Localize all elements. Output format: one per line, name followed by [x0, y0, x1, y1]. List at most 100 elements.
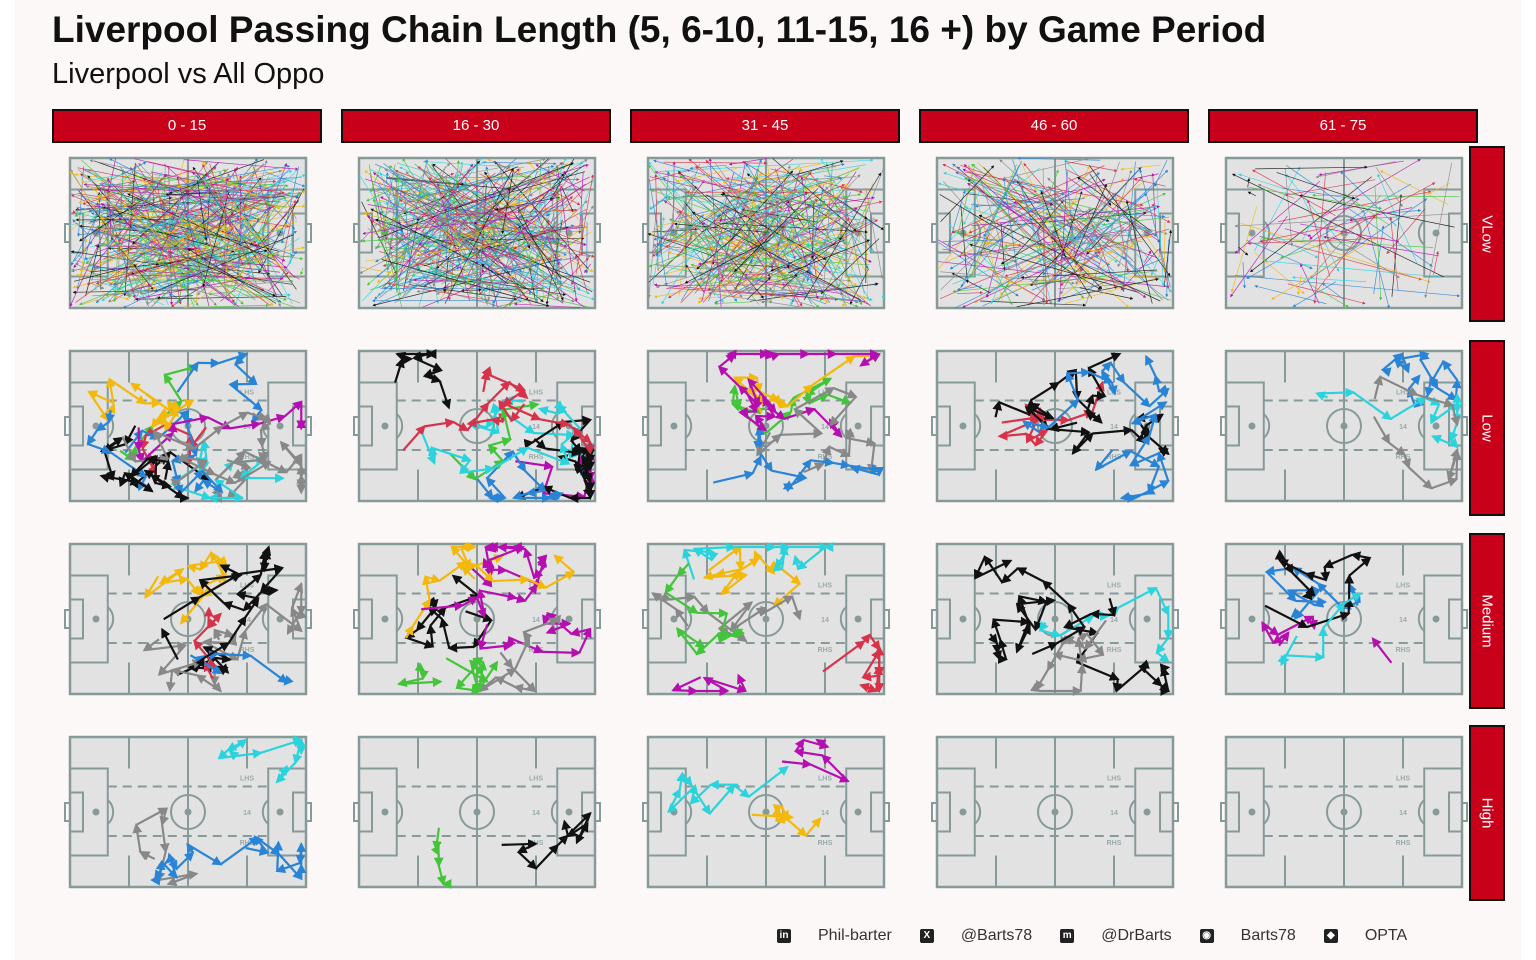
pass-arrow — [371, 299, 521, 303]
pass-arrow — [166, 230, 183, 235]
pass-arrow — [673, 214, 705, 241]
pass-arrow — [404, 191, 412, 268]
pass-arrow — [820, 200, 870, 302]
pass-arrow — [523, 438, 535, 449]
pass-arrow — [479, 236, 483, 301]
pass-arrow — [763, 210, 872, 263]
pass-arrow — [195, 303, 269, 308]
pass-arrow — [431, 167, 563, 270]
pass-arrow — [283, 675, 294, 686]
pitch-facet-0-0 — [64, 156, 312, 310]
pass-arrow — [103, 202, 269, 260]
pass-arrow — [288, 228, 293, 265]
chart-subtitle: Liverpool vs All Oppo — [52, 58, 325, 90]
pass-arrow — [523, 266, 577, 293]
pitch-markings — [642, 735, 890, 889]
pass-arrow — [219, 171, 293, 305]
pass-arrow — [95, 232, 179, 303]
pass-arrow — [550, 177, 570, 202]
pass-arrow — [140, 182, 247, 190]
pass-arrow — [697, 608, 729, 619]
facet-row-label: Medium — [1478, 594, 1496, 648]
facet-column-strip: 46 - 60 — [919, 109, 1189, 143]
pass-arrow — [119, 246, 140, 269]
pass-arrow — [772, 805, 783, 821]
pass-arrow — [499, 217, 551, 284]
facet-column-strip: 31 - 45 — [630, 109, 900, 143]
pass-arrow — [387, 178, 516, 191]
pass-arrow — [575, 253, 588, 292]
pass-arrow — [479, 196, 555, 258]
pass-arrow — [402, 216, 441, 298]
pass-arrow — [420, 208, 559, 247]
pass-arrow — [300, 267, 304, 276]
pass-arrow — [775, 168, 819, 300]
pass-arrow — [359, 266, 392, 274]
pass-arrow — [91, 281, 274, 297]
pass-arrow — [196, 175, 247, 242]
pass-arrow — [123, 203, 160, 238]
pitch-zone-label: 14 — [532, 810, 540, 817]
pass-arrow — [419, 165, 555, 198]
pass-arrow — [200, 224, 269, 240]
pass-arrow — [182, 410, 193, 428]
pass-arrow — [529, 173, 565, 214]
pass-arrow — [420, 174, 499, 199]
pitch-facet-2-4: LHS 14 RHS — [1220, 542, 1468, 696]
pass-arrow — [652, 216, 665, 286]
pass-arrow — [227, 223, 292, 253]
pass-arrow — [406, 158, 552, 272]
pass-chain-group — [359, 157, 595, 309]
pass-arrow — [579, 177, 595, 216]
pass-arrow — [405, 166, 446, 282]
facet-row-label: VLow — [1478, 215, 1496, 253]
pitch-markings — [1220, 735, 1468, 889]
pass-arrow — [665, 244, 681, 249]
footer-credit-label: @DrBarts — [1101, 927, 1172, 944]
pass-arrow — [1029, 682, 1041, 693]
pass-arrow — [234, 281, 255, 299]
pass-arrow — [138, 236, 169, 306]
pass-arrow — [114, 242, 267, 286]
pass-arrow — [79, 199, 143, 242]
pass-arrow — [118, 178, 226, 209]
pass-arrow — [1320, 566, 1331, 582]
pass-arrow — [445, 217, 533, 240]
pass-arrow — [403, 239, 457, 299]
pitch-facet-2-3: LHS 14 RHS — [931, 542, 1179, 696]
pitch-zone-label: 14 — [1399, 810, 1407, 817]
pass-arrow — [399, 161, 487, 207]
pass-arrow — [447, 642, 475, 653]
pass-arrow — [174, 230, 297, 304]
facet-row-strip: Medium — [1469, 533, 1505, 709]
pass-arrow — [653, 239, 673, 248]
pass-arrow — [86, 205, 224, 219]
pass-arrow — [184, 252, 274, 309]
pass-arrow — [768, 250, 818, 291]
pass-arrow — [706, 253, 870, 266]
pass-arrow — [85, 244, 100, 297]
pass-arrow — [381, 259, 550, 307]
pass-arrow — [370, 166, 382, 193]
pass-arrow — [396, 162, 468, 185]
pitch-facet-3-2: LHS 14 RHS — [642, 735, 890, 889]
pass-arrow — [134, 162, 235, 303]
pitch-zone-label: RHS — [529, 454, 544, 461]
pass-arrow — [493, 565, 508, 575]
footer-credit-label: @Barts78 — [960, 927, 1033, 944]
pass-arrow — [265, 171, 306, 188]
pitch-zone-label: LHS — [1396, 776, 1410, 783]
pitch-facet-0-4 — [1220, 156, 1468, 310]
pass-arrow — [487, 220, 497, 301]
pass-arrow — [256, 429, 267, 448]
pass-arrow — [689, 164, 727, 170]
pass-arrow — [197, 228, 204, 283]
pass-arrow — [199, 207, 218, 269]
pass-arrow — [88, 197, 269, 213]
pitch-zone-label: LHS — [818, 776, 832, 783]
pass-arrow — [216, 206, 228, 233]
pass-arrow — [472, 245, 488, 306]
pass-arrow — [530, 208, 572, 219]
